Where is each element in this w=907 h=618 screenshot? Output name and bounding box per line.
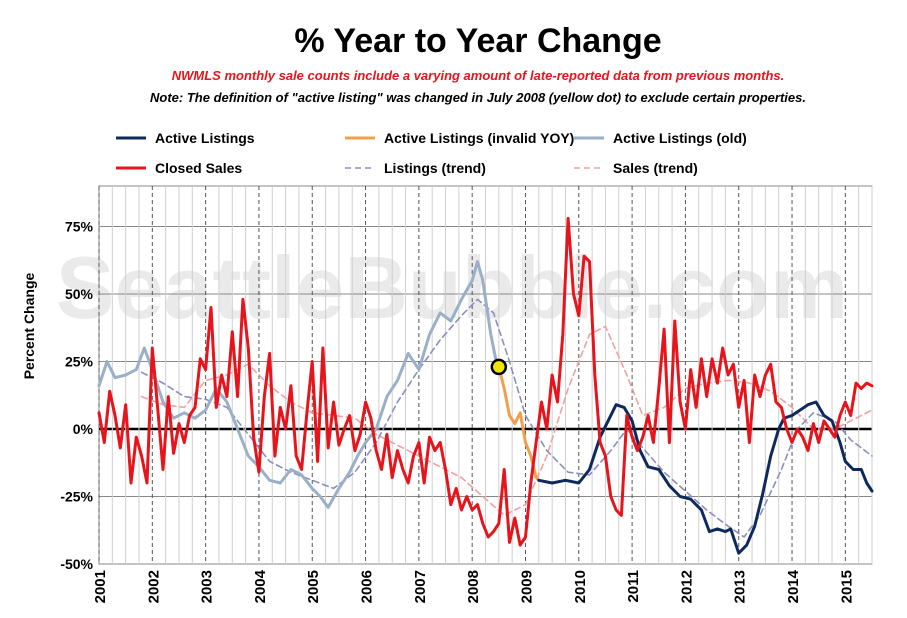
chart-title: % Year to Year Change: [294, 22, 661, 60]
x-tick-label: 2001: [92, 570, 109, 603]
x-tick-label: 2004: [252, 569, 269, 603]
y-tick-label: 0%: [73, 421, 94, 437]
y-tick-label: 50%: [65, 286, 94, 302]
x-tick-label: 2005: [305, 570, 322, 603]
series-line-active-listings-invalid-yoy: [497, 365, 541, 482]
watermark: SeattleBubble.com: [56, 238, 848, 337]
series-line-active-listings: [537, 400, 874, 555]
chart-note-late-data: NWMLS monthly sale counts include a vary…: [172, 68, 785, 83]
y-axis-label: Percent Change: [21, 272, 37, 379]
x-tick-label: 2010: [572, 570, 589, 603]
y-tick-label: 25%: [65, 354, 94, 370]
series-layer: [97, 216, 874, 555]
x-tick-label: 2007: [412, 570, 429, 603]
x-tick-label: 2014: [785, 569, 802, 603]
x-tick-label: 2013: [732, 570, 749, 603]
legend-label: Active Listings: [155, 130, 255, 146]
x-tick-label: 2008: [465, 570, 482, 603]
y-tick-label: -25%: [60, 489, 93, 505]
chart-note-definition: Note: The definition of "active listing"…: [150, 90, 806, 105]
x-tick-label: 2006: [359, 570, 376, 603]
y-tick-label: 75%: [65, 219, 94, 235]
x-tick-label: 2002: [145, 570, 162, 603]
x-tick-label: 2011: [625, 570, 642, 603]
legend-label: Closed Sales: [155, 160, 242, 176]
axes: 75% 50% 25% 0% -25% -50%2001 2002 2003 2004 2005 2…: [60, 219, 855, 604]
legend: Active Listings Active Listings (invalid …: [116, 130, 747, 176]
y-tick-label: -50%: [60, 556, 93, 572]
x-tick-label: 2012: [678, 570, 695, 603]
series-line-closed-sales: [97, 216, 874, 547]
grid: [98, 186, 873, 565]
series-line-active-listings-old: [97, 260, 501, 509]
x-tick-label: 2015: [838, 570, 855, 603]
x-tick-label: 2009: [518, 570, 535, 603]
legend-label: Listings (trend): [384, 160, 486, 176]
legend-label: Active Listings (invalid YOY): [384, 130, 574, 146]
definition-change-dot: [490, 358, 508, 376]
x-tick-label: 2003: [199, 570, 216, 603]
legend-label: Active Listings (old): [613, 130, 747, 146]
legend-label: Sales (trend): [613, 160, 698, 176]
